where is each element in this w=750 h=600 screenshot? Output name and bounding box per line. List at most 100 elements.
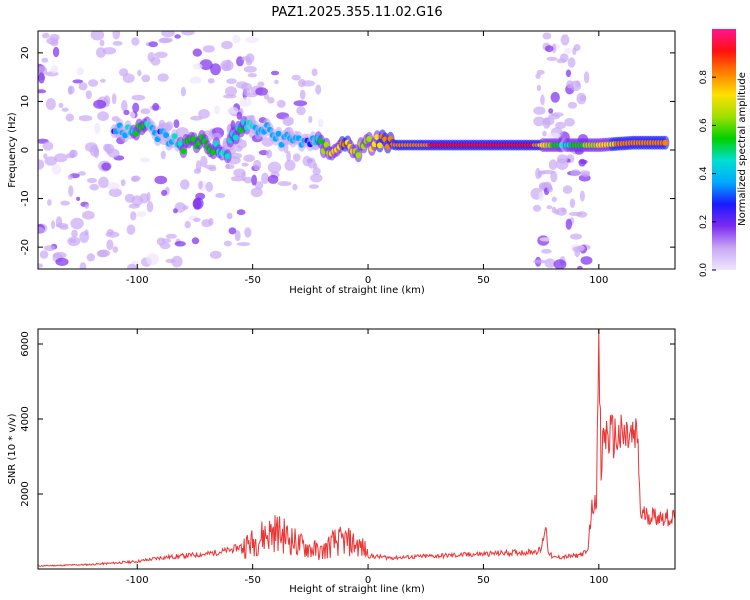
heatmap-speckle: [43, 153, 48, 159]
heatmap-speckle: [230, 120, 236, 130]
heatmap-speckle: [226, 212, 233, 220]
heatmap-speckle: [539, 237, 552, 242]
snr-series-line: [37, 328, 676, 567]
heatmap-speckle: [38, 159, 45, 170]
heatmap-speckle: [68, 185, 74, 197]
heatmap-speckle: [38, 89, 47, 94]
heatmap-speckle: [180, 179, 190, 190]
spectrogram-y-axis: 20 10 0 -10 -20: [20, 46, 675, 255]
heatmap-ridge-cell: [376, 142, 383, 149]
heatmap-speckle: [250, 187, 263, 198]
heatmap-speckle: [105, 231, 120, 238]
snr-y-label: SNR (10 * v/v): [7, 413, 18, 484]
colorbar-tick-label: 0.4: [699, 166, 709, 181]
heatmap-speckle: [251, 174, 257, 186]
heatmap-speckle: [152, 102, 160, 111]
heatmap-speckle: [42, 141, 54, 151]
heatmap-speckle: [100, 78, 106, 83]
heatmap-speckle: [38, 263, 43, 269]
heatmap-speckle: [58, 102, 64, 108]
heatmap-speckle: [121, 100, 128, 112]
heatmap-speckle: [38, 226, 45, 234]
heatmap-speckle: [554, 209, 559, 215]
heatmap-speckle: [112, 41, 123, 46]
heatmap-speckle: [565, 218, 572, 230]
heatmap-speckle: [67, 85, 73, 95]
heatmap-speckle: [65, 113, 75, 122]
heatmap-speckle: [532, 204, 542, 212]
figure-title: PAZ1.2025.355.11.02.G16: [271, 5, 442, 20]
heatmap-speckle: [270, 70, 280, 76]
heatmap-speckle: [228, 227, 237, 235]
heatmap-speckle: [101, 162, 111, 171]
heatmap-speckle: [60, 200, 70, 206]
heatmap-speckle: [123, 109, 130, 116]
heatmap-speckle: [90, 31, 105, 41]
heatmap-speckle: [267, 174, 279, 184]
heatmap-speckle: [533, 259, 547, 264]
heatmap-speckle: [76, 67, 84, 76]
heatmap-speckle: [208, 167, 217, 172]
heatmap-speckle: [267, 161, 282, 174]
snr-x-tick-label: -100: [126, 575, 149, 586]
heatmap-speckle: [61, 107, 69, 112]
heatmap-speckle: [556, 58, 567, 64]
heatmap-speckle: [127, 263, 137, 269]
heatmap-speckle: [182, 205, 189, 210]
heatmap-speckle: [108, 188, 122, 198]
spectrogram-x-tick-label: -50: [244, 275, 260, 286]
spectrogram-y-label: Frequency (Hz): [7, 112, 18, 188]
heatmap-speckle: [132, 102, 140, 113]
heatmap-speckle: [236, 242, 251, 247]
heatmap-speckle: [129, 111, 136, 119]
spectrogram-y-tick-label: 0: [20, 147, 31, 153]
heatmap-speckle: [59, 225, 69, 230]
heatmap-speckle: [299, 89, 306, 100]
heatmap-speckle: [547, 186, 553, 193]
heatmap-speckle: [161, 31, 175, 38]
heatmap-speckle: [111, 93, 117, 105]
heatmap-speckle: [52, 251, 67, 259]
heatmap-speckle: [180, 86, 186, 97]
heatmap-speckle: [55, 216, 63, 228]
colorbar-gradient: [712, 29, 736, 270]
heatmap-speckle: [276, 99, 286, 108]
heatmap-speckle: [539, 182, 548, 190]
heatmap-speckle: [72, 79, 83, 84]
heatmap-speckle: [76, 196, 81, 201]
heatmap-speckle: [551, 196, 557, 202]
heatmap-speckle: [39, 250, 49, 259]
colorbar: 0.0 0.2 0.4 0.6 0.8 Normalized spectral ampl…: [699, 29, 748, 277]
colorbar-tick-label: 0.2: [699, 215, 709, 229]
heatmap-speckle: [243, 176, 252, 184]
heatmap-speckle: [570, 233, 582, 240]
heatmap-speckle: [570, 169, 581, 177]
heatmap-speckle: [55, 257, 69, 266]
heatmap-speckle: [548, 159, 558, 171]
heatmap-ridge-cell: [163, 132, 170, 139]
heatmap-speckle: [239, 97, 252, 107]
spectrogram-x-tick-label: 50: [477, 275, 490, 286]
heatmap-speckle: [99, 39, 105, 47]
heatmap-speckle: [141, 74, 151, 83]
heatmap-speckle: [173, 208, 178, 214]
heatmap-speckle: [557, 154, 568, 164]
heatmap-ridge-cell: [275, 130, 282, 137]
snr-y-tick-label: 6000: [20, 331, 31, 356]
heatmap-speckle: [112, 31, 121, 40]
snr-frame: [37, 328, 676, 570]
heatmap-speckle: [576, 245, 586, 251]
heatmap-speckle: [150, 56, 161, 66]
heatmap-speckle: [317, 118, 324, 128]
heatmap-speckle: [284, 159, 296, 171]
heatmap-speckle: [106, 182, 120, 190]
heatmap-speckle: [148, 41, 158, 48]
heatmap-speckle: [274, 79, 279, 85]
heatmap-speckle: [112, 246, 119, 253]
heatmap-speckle: [71, 229, 78, 238]
heatmap-speckle: [223, 240, 232, 247]
heatmap-speckle: [550, 170, 558, 183]
heatmap-speckle: [191, 237, 200, 245]
heatmap-speckle: [277, 181, 292, 187]
spectrogram-x-axis: -100 -50 0 50 100: [126, 31, 608, 286]
